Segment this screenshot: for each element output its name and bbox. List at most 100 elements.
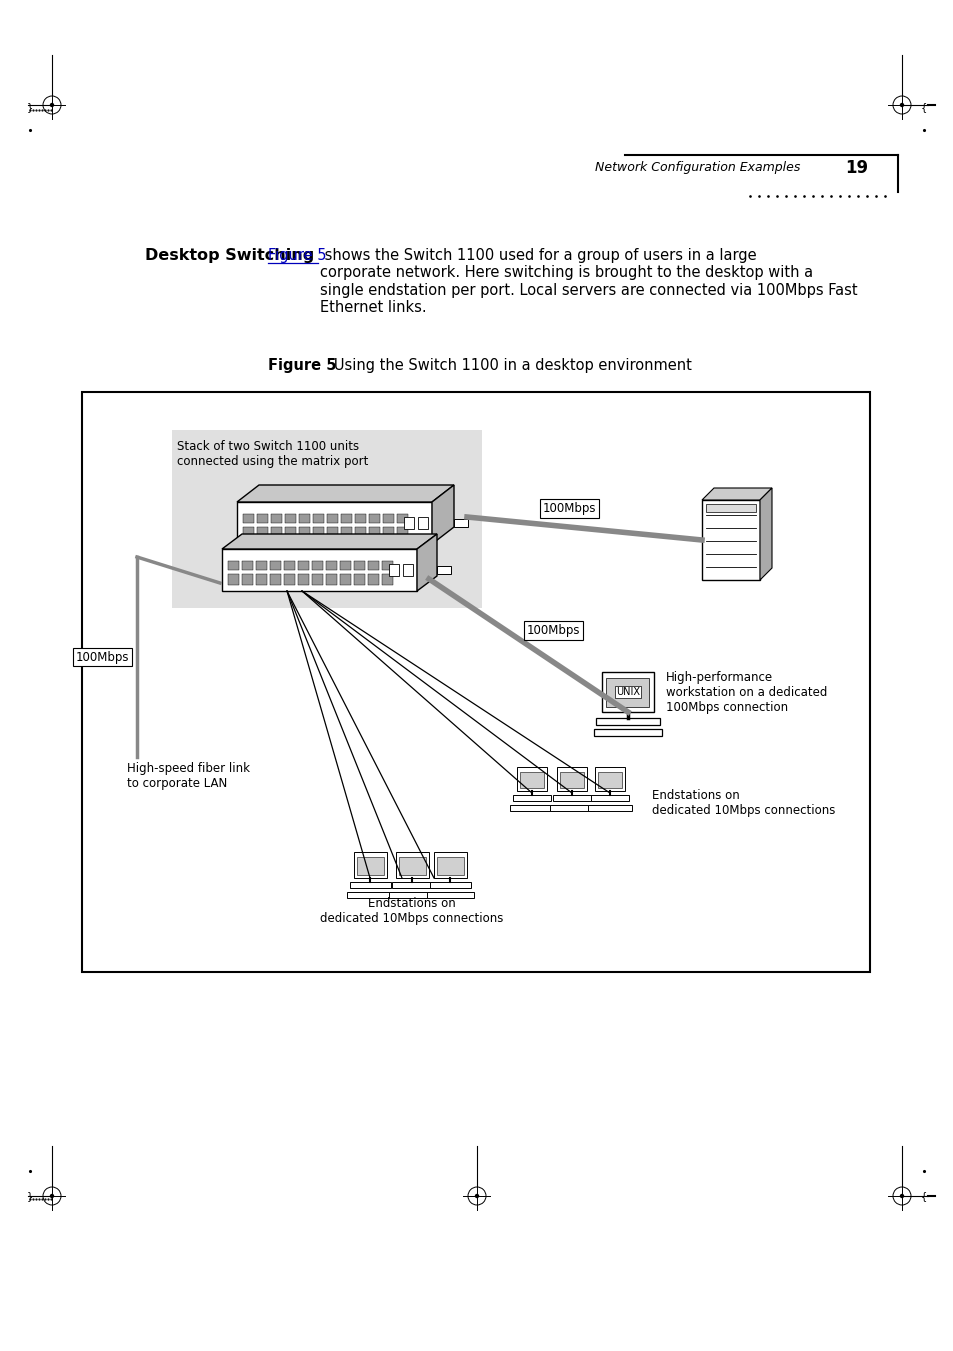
Bar	[402, 563, 413, 576]
Bar	[403, 517, 414, 530]
Bar	[255, 561, 267, 570]
Polygon shape	[701, 488, 771, 500]
Bar	[436, 857, 463, 875]
Text: }: }	[27, 1192, 33, 1201]
Bar	[172, 430, 481, 608]
Bar	[285, 513, 295, 523]
Bar	[82, 392, 869, 971]
Bar	[594, 730, 661, 736]
Bar	[382, 513, 394, 523]
Text: UNIX: UNIX	[616, 688, 639, 697]
Circle shape	[900, 1194, 902, 1197]
Bar	[601, 671, 654, 712]
Bar	[327, 527, 337, 538]
Text: Stack of two Switch 1100 units
connected using the matrix port: Stack of two Switch 1100 units connected…	[177, 440, 368, 467]
Bar	[228, 574, 239, 585]
Polygon shape	[432, 485, 454, 544]
Bar	[381, 574, 393, 585]
Bar	[312, 561, 323, 570]
Bar	[436, 566, 451, 574]
Bar	[270, 574, 281, 585]
Bar	[368, 574, 378, 585]
Bar	[356, 857, 384, 875]
Bar	[242, 561, 253, 570]
Bar	[510, 805, 554, 811]
Bar	[398, 857, 426, 875]
Bar	[242, 574, 253, 585]
Bar	[243, 513, 253, 523]
Bar	[256, 527, 268, 538]
Bar	[297, 561, 309, 570]
Bar	[396, 513, 408, 523]
Bar	[517, 767, 546, 790]
Bar	[557, 767, 586, 790]
Bar	[430, 882, 471, 888]
Bar	[553, 794, 590, 801]
Text: High-performance
workstation on a dedicated
100Mbps connection: High-performance workstation on a dedica…	[665, 670, 826, 713]
Bar	[354, 574, 365, 585]
Bar	[313, 513, 324, 523]
Bar	[236, 503, 432, 544]
Bar	[434, 852, 467, 878]
Bar	[513, 794, 551, 801]
Text: 100Mbps: 100Mbps	[75, 650, 129, 663]
Circle shape	[475, 1194, 478, 1197]
Circle shape	[51, 1194, 53, 1197]
Bar	[389, 563, 398, 576]
Bar	[339, 574, 351, 585]
Text: {: {	[920, 101, 926, 112]
Bar	[354, 852, 387, 878]
Bar	[392, 882, 433, 888]
Bar	[255, 574, 267, 585]
Bar	[271, 527, 282, 538]
Bar	[605, 678, 648, 707]
Bar	[382, 527, 394, 538]
Bar	[595, 767, 624, 790]
Text: 100Mbps: 100Mbps	[526, 624, 579, 638]
Bar	[587, 805, 631, 811]
Bar	[243, 527, 253, 538]
Text: 19: 19	[844, 159, 867, 177]
Bar	[381, 561, 393, 570]
Bar	[340, 513, 352, 523]
Text: Endstations on
dedicated 10Mbps connections: Endstations on dedicated 10Mbps connecti…	[320, 897, 503, 925]
Bar	[284, 574, 294, 585]
Text: Endstations on
dedicated 10Mbps connections: Endstations on dedicated 10Mbps connecti…	[651, 789, 835, 817]
Bar	[347, 892, 394, 898]
Bar	[326, 561, 336, 570]
Bar	[396, 527, 408, 538]
Bar	[590, 794, 628, 801]
Bar	[368, 561, 378, 570]
Polygon shape	[760, 488, 771, 580]
Bar	[550, 805, 594, 811]
Text: Figure 5: Figure 5	[268, 358, 336, 373]
Bar	[369, 527, 379, 538]
Bar	[417, 517, 428, 530]
Bar	[369, 513, 379, 523]
Bar	[298, 513, 310, 523]
Bar	[354, 561, 365, 570]
Bar	[284, 561, 294, 570]
Bar	[256, 513, 268, 523]
Bar	[596, 717, 659, 725]
Bar	[559, 771, 583, 788]
Bar	[340, 527, 352, 538]
Bar	[355, 527, 366, 538]
Bar	[222, 549, 416, 590]
Bar	[327, 513, 337, 523]
Bar	[312, 574, 323, 585]
Text: }: }	[27, 101, 33, 112]
Bar	[270, 561, 281, 570]
Bar	[313, 527, 324, 538]
Bar	[598, 771, 621, 788]
Bar	[395, 852, 429, 878]
Polygon shape	[222, 534, 436, 549]
Bar	[427, 892, 474, 898]
Text: Desktop Switching: Desktop Switching	[145, 249, 314, 263]
Bar	[271, 513, 282, 523]
Bar	[355, 513, 366, 523]
Bar	[285, 527, 295, 538]
Text: High-speed fiber link
to corporate LAN: High-speed fiber link to corporate LAN	[127, 762, 250, 790]
Bar	[454, 519, 468, 527]
Bar	[389, 892, 436, 898]
